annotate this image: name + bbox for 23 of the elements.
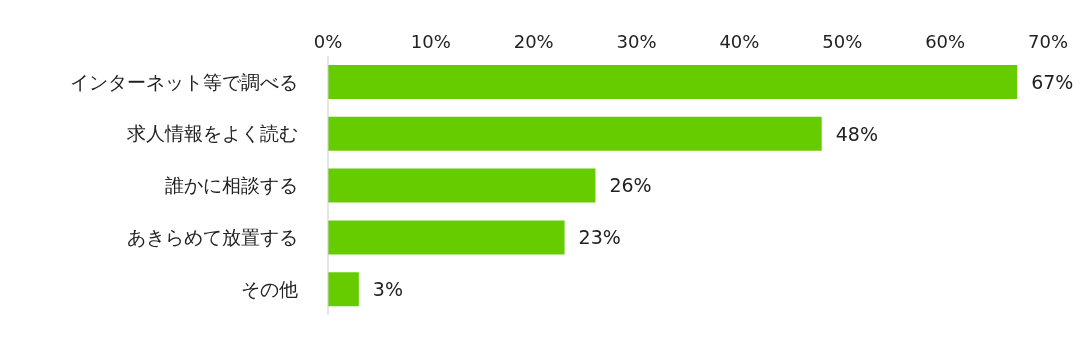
- y-tick-label: 誰かに相談する: [165, 174, 298, 197]
- y-tick-label: その他: [241, 277, 298, 300]
- data-label: 26%: [609, 174, 652, 197]
- x-tick-label: 50%: [822, 31, 863, 52]
- bar: [328, 272, 359, 307]
- x-tick-label: 40%: [719, 31, 760, 52]
- x-tick-label: 20%: [513, 31, 554, 52]
- x-tick-label: 30%: [616, 31, 657, 52]
- data-label: 3%: [372, 277, 404, 300]
- x-tick-label: 0%: [313, 31, 343, 52]
- bar: [328, 116, 822, 151]
- y-tick-label: 求人情報をよく読む: [127, 122, 298, 145]
- x-tick-label: 10%: [410, 31, 451, 52]
- data-label: 48%: [835, 122, 878, 145]
- x-tick-label: 70%: [1027, 31, 1069, 52]
- x-tick-label: 60%: [925, 31, 966, 52]
- bar: [328, 168, 596, 203]
- bar: [328, 65, 1018, 99]
- data-label: 23%: [578, 226, 621, 249]
- data-label: 67%: [1031, 70, 1074, 93]
- y-tick-label: インターネット等で調べる: [70, 70, 298, 93]
- y-tick-label: あきらめて放置する: [127, 226, 298, 249]
- bar: [328, 220, 565, 255]
